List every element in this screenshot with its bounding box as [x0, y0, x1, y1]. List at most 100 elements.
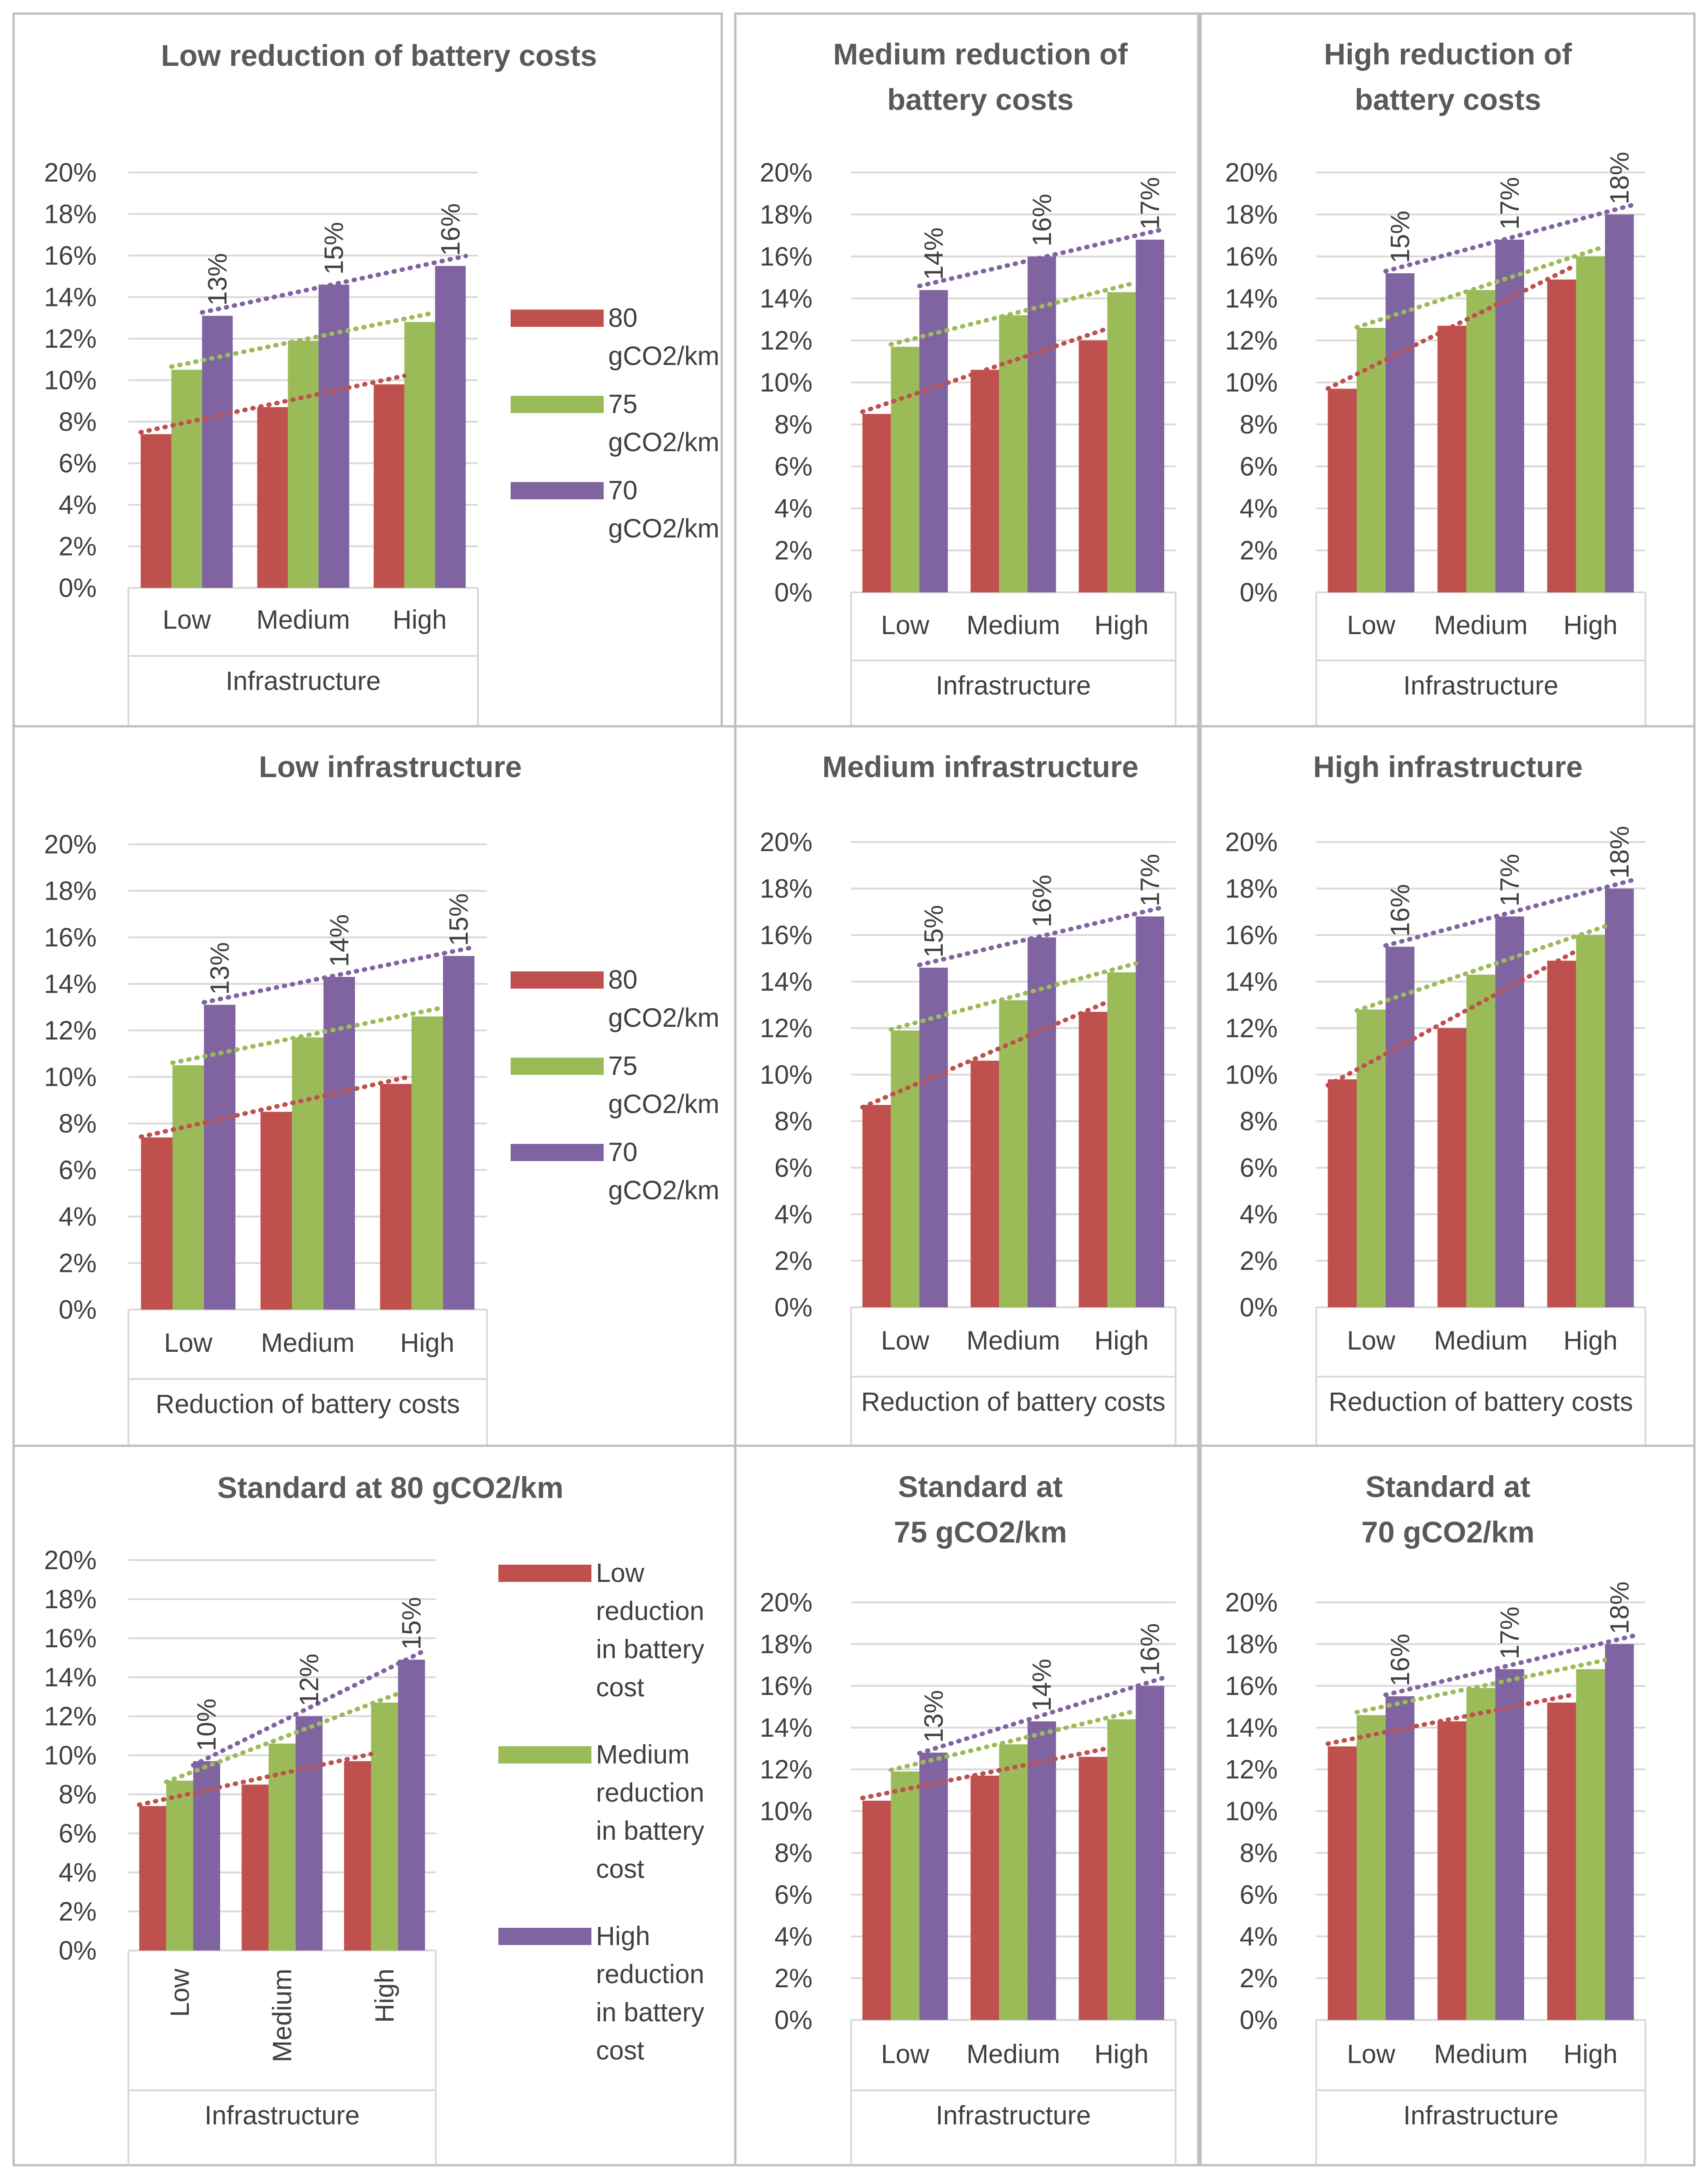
- y-tick-label: 2%: [774, 1964, 812, 1993]
- bar-75-gco2-km-low: [1357, 1010, 1386, 1307]
- trendline: [888, 280, 1138, 347]
- y-tick-label: 8%: [1240, 1107, 1278, 1136]
- trendline: [1354, 924, 1607, 1013]
- bar-80-gco2-km-low: [1328, 389, 1357, 592]
- bar-80-gco2-km-high: [1078, 340, 1107, 592]
- trendline: [1325, 949, 1579, 1088]
- bar-low-reduction-in-battery-cost-high: [1078, 1757, 1107, 2020]
- legend: 80 gCO2/km 75 gCO2/km 70 gCO2/km: [511, 303, 719, 543]
- data-label: 18%: [1605, 826, 1634, 878]
- data-label: 17%: [1136, 854, 1165, 906]
- legend-label: gCO2/km: [608, 341, 719, 371]
- bar-70-gco2-km-high: [1605, 888, 1634, 1307]
- bar-70-gco2-km-high: [1136, 916, 1164, 1307]
- trendline: [137, 1752, 374, 1808]
- y-tick-label: 6%: [774, 1153, 812, 1183]
- legend-label: in battery: [596, 1998, 704, 2027]
- bar-75-gco2-km-low: [891, 1030, 920, 1307]
- bar-75-gco2-km-high: [411, 1016, 443, 1310]
- trendline: [1354, 244, 1607, 330]
- y-tick-label: 12%: [44, 1702, 97, 1731]
- y-tick-label: 4%: [1240, 1200, 1278, 1229]
- legend-swatch: [511, 971, 604, 989]
- y-tick-label: 20%: [1225, 158, 1278, 187]
- y-tick-label: 14%: [760, 1713, 812, 1743]
- bar-70-gco2-km-high: [435, 266, 466, 588]
- bar-low-reduction-in-battery-cost-high: [344, 1761, 371, 1950]
- y-tick-label: 14%: [44, 283, 97, 312]
- trendline: [1325, 262, 1579, 391]
- y-tick-label: 16%: [44, 241, 97, 271]
- bar-high-reduction-in-battery-cost-high: [1136, 1686, 1164, 2020]
- bar-80-gco2-km-low: [1328, 1079, 1357, 1307]
- chart-title: Low reduction of battery costs: [161, 39, 597, 72]
- y-tick-label: 10%: [44, 366, 97, 395]
- y-tick-label: 20%: [760, 1588, 812, 1617]
- bar-medium-reduction-in-battery-cost-low: [1357, 1715, 1386, 2020]
- y-tick-label: 18%: [44, 200, 97, 229]
- y-tick-label: 4%: [1240, 494, 1278, 523]
- data-label: 18%: [1605, 152, 1634, 204]
- bar-medium-reduction-in-battery-cost-high: [1107, 1719, 1136, 2020]
- bar-80-gco2-km-low: [141, 1137, 172, 1310]
- y-tick-label: 0%: [1240, 578, 1278, 607]
- chart-panel-4: Low infrastructure 0% 2% 4% 6% 8% 10% 12% 14% 16%…: [12, 725, 737, 1447]
- y-tick-label: 16%: [760, 921, 812, 950]
- y-tick-label: 8%: [59, 1109, 97, 1138]
- data-label: 14%: [1027, 1659, 1057, 1711]
- y-tick-label: 12%: [1225, 1014, 1278, 1043]
- category-label: Medium: [966, 1326, 1060, 1355]
- bar-medium-reduction-in-battery-cost-medium: [1466, 1688, 1496, 2020]
- category-label: Medium: [966, 2039, 1060, 2069]
- bar-70-gco2-km-medium: [1027, 937, 1056, 1307]
- panel-border: [12, 12, 723, 728]
- y-tick-label: 14%: [1225, 1713, 1278, 1743]
- y-tick-label: 4%: [59, 1202, 97, 1231]
- legend-label: cost: [596, 2036, 644, 2065]
- legend-label: gCO2/km: [608, 1176, 719, 1205]
- bar-80-gco2-km-medium: [260, 1112, 292, 1310]
- bar-75-gco2-km-medium: [288, 340, 319, 588]
- y-tick-label: 6%: [774, 452, 812, 482]
- y-tick-label: 20%: [44, 158, 97, 187]
- bar-70-gco2-km-medium: [1495, 916, 1524, 1307]
- category-label: Medium: [1434, 1326, 1527, 1355]
- bar-70-gco2-km-medium: [318, 285, 349, 588]
- y-tick-label: 8%: [59, 1780, 97, 1809]
- y-tick-label: 18%: [1225, 1630, 1278, 1659]
- y-tick-label: 12%: [760, 326, 812, 355]
- chart-title: 75 gCO2/km: [894, 1515, 1067, 1549]
- category-label: Medium: [261, 1328, 354, 1358]
- chart-title: Standard at: [1365, 1470, 1530, 1503]
- category-label: Medium: [256, 605, 350, 635]
- bar-medium-reduction-in-battery-cost-low: [166, 1780, 193, 1950]
- bar-70-gco2-km-high: [1136, 240, 1164, 592]
- data-label: 16%: [1385, 1634, 1415, 1686]
- y-tick-label: 14%: [1225, 967, 1278, 997]
- data-label: 14%: [919, 227, 949, 280]
- y-tick-label: 6%: [774, 1880, 812, 1910]
- y-tick-label: 8%: [59, 407, 97, 437]
- y-tick-label: 12%: [760, 1014, 812, 1043]
- chart-title: Medium reduction of: [833, 37, 1128, 71]
- trendline: [1383, 202, 1636, 274]
- x-axis-title: Reduction of battery costs: [156, 1389, 460, 1419]
- y-tick-label: 4%: [59, 1858, 97, 1887]
- y-tick-label: 8%: [774, 1107, 812, 1136]
- category-label: Low: [164, 1328, 213, 1358]
- bar-low-reduction-in-battery-cost-high: [1547, 1702, 1576, 2020]
- chart-panel-3: High reduction of battery costs 0% 2% 4% 6% 8%…: [1199, 12, 1696, 728]
- chart-title: Standard at 80 gCO2/km: [217, 1471, 564, 1504]
- bar-80-gco2-km-medium: [1437, 325, 1467, 592]
- category-label: Low: [881, 611, 930, 640]
- chart-title: Standard at: [898, 1470, 1063, 1503]
- chart-title: battery costs: [1355, 83, 1541, 116]
- trendline: [860, 1000, 1110, 1110]
- bar-70-gco2-km-high: [1605, 214, 1634, 592]
- y-tick-label: 6%: [1240, 452, 1278, 482]
- data-label: 15%: [444, 893, 474, 946]
- data-label: 10%: [192, 1699, 221, 1751]
- bar-low-reduction-in-battery-cost-low: [862, 1801, 891, 2020]
- bar-medium-reduction-in-battery-cost-medium: [268, 1744, 296, 1950]
- chart-panel-6: High infrastructure 0% 2% 4% 6% 8% 10% 12% 14% 16…: [1199, 725, 1696, 1447]
